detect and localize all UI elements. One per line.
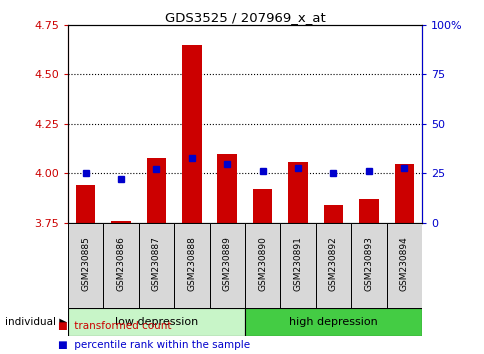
Bar: [68, 308, 244, 336]
Bar: [244, 308, 421, 336]
Text: GSM230893: GSM230893: [363, 236, 373, 291]
Text: GSM230894: GSM230894: [399, 236, 408, 291]
Bar: [386, 223, 421, 308]
Bar: [280, 223, 315, 308]
Bar: [323, 205, 343, 223]
Text: high depression: high depression: [288, 317, 377, 327]
Text: individual ▶: individual ▶: [5, 317, 67, 327]
Bar: [103, 223, 138, 308]
Text: GSM230890: GSM230890: [257, 236, 267, 291]
Bar: [358, 199, 378, 223]
Bar: [244, 223, 280, 308]
Text: GSM230892: GSM230892: [328, 236, 337, 291]
Text: GSM230891: GSM230891: [293, 236, 302, 291]
Bar: [350, 223, 386, 308]
Text: ■  percentile rank within the sample: ■ percentile rank within the sample: [58, 341, 250, 350]
Bar: [146, 158, 166, 223]
Text: low depression: low depression: [115, 317, 197, 327]
Bar: [138, 223, 174, 308]
Bar: [68, 223, 103, 308]
Bar: [393, 164, 413, 223]
Text: GSM230889: GSM230889: [222, 236, 231, 291]
Text: GSM230888: GSM230888: [187, 236, 196, 291]
Text: ■  transformed count: ■ transformed count: [58, 321, 171, 331]
Text: GSM230885: GSM230885: [81, 236, 90, 291]
Bar: [111, 221, 131, 223]
Bar: [217, 154, 237, 223]
Bar: [174, 223, 209, 308]
Bar: [182, 45, 201, 223]
Bar: [76, 185, 95, 223]
Text: GSM230887: GSM230887: [151, 236, 161, 291]
Bar: [287, 161, 307, 223]
Title: GDS3525 / 207969_x_at: GDS3525 / 207969_x_at: [164, 11, 325, 24]
Bar: [209, 223, 244, 308]
Bar: [252, 189, 272, 223]
Text: GSM230886: GSM230886: [116, 236, 125, 291]
Bar: [315, 223, 350, 308]
